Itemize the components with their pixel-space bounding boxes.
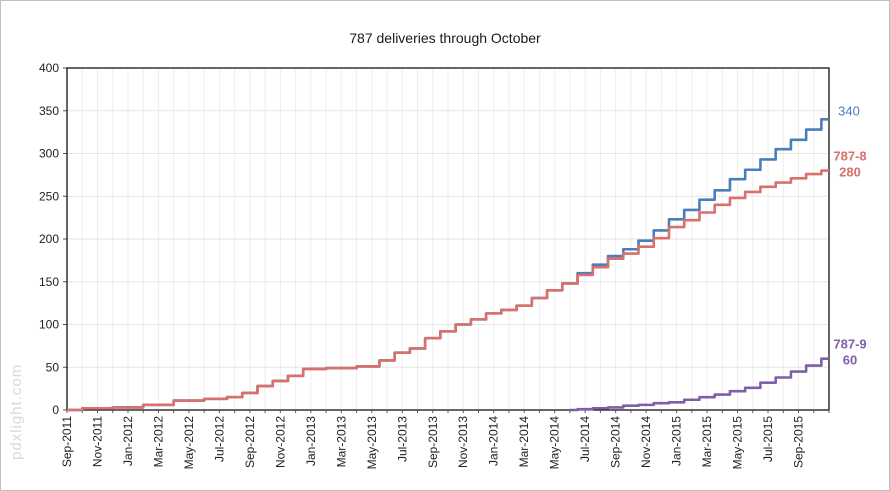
x-tick-label: Jan-2012 <box>121 416 135 466</box>
y-tick-label: 0 <box>52 403 59 417</box>
series-line-787-8 <box>67 169 829 412</box>
x-tick-label: Mar-2014 <box>517 416 531 468</box>
x-tick-label: Mar-2013 <box>334 416 348 468</box>
y-tick-label: 300 <box>39 147 59 161</box>
series-end-value: 60 <box>843 353 857 368</box>
x-tick-label: Nov-2014 <box>639 416 653 468</box>
x-tick-label: Nov-2013 <box>456 416 470 468</box>
x-tick-label: Jan-2014 <box>487 416 501 466</box>
series-line-787-9 <box>569 357 829 412</box>
chart-title: 787 deliveries through October <box>349 30 541 46</box>
x-tick-label: Jul-2012 <box>212 416 226 462</box>
x-tick-label: Mar-2015 <box>700 416 714 468</box>
x-tick-label: Nov-2011 <box>90 416 104 467</box>
x-tick-label: Sep-2014 <box>609 416 623 468</box>
x-tick-label: May-2012 <box>182 416 196 470</box>
x-tick-label: May-2015 <box>731 416 745 470</box>
x-tick-label: Sep-2013 <box>426 416 440 468</box>
x-tick-label: Jul-2015 <box>761 416 775 462</box>
axes <box>63 67 830 413</box>
x-tick-label: Jan-2013 <box>304 416 318 466</box>
series-name-label: 787-8 <box>833 149 866 164</box>
x-tick-label: Jul-2014 <box>578 416 592 462</box>
series-end-value: 280 <box>839 165 861 180</box>
y-tick-label: 400 <box>39 61 59 75</box>
y-tick-label: 100 <box>39 318 59 332</box>
y-tick-label: 50 <box>46 360 60 374</box>
y-tick-label: 250 <box>39 189 59 203</box>
series-lines <box>67 118 829 412</box>
x-tick-label: Sep-2011 <box>60 416 74 467</box>
x-tick-label: Jul-2013 <box>395 416 409 462</box>
x-tick-label: Nov-2012 <box>273 416 287 468</box>
x-tick-label: May-2014 <box>548 416 562 470</box>
gridlines <box>67 67 829 410</box>
series-name-label: 787-9 <box>833 337 866 352</box>
x-tick-label: Sep-2012 <box>243 416 257 468</box>
y-tick-label: 200 <box>39 232 59 246</box>
x-tick-label: Mar-2012 <box>151 416 165 468</box>
x-tick-label: May-2013 <box>365 416 379 470</box>
tick-labels: 0 50 100 150 200 250 300 350 400 Sep-2011 Nov-2011… <box>39 61 806 469</box>
x-tick-label: Sep-2015 <box>792 416 806 468</box>
y-tick-label: 350 <box>39 104 59 118</box>
x-tick-label: Jan-2015 <box>670 416 684 466</box>
series-end-value: 340 <box>838 103 860 118</box>
y-tick-label: 150 <box>39 275 59 289</box>
